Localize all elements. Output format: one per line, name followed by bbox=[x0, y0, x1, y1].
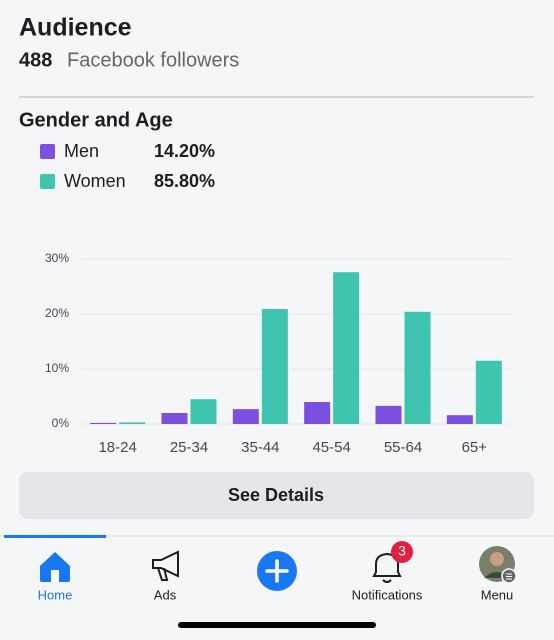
x-tick-label: 35-44 bbox=[241, 439, 279, 456]
x-tick-label: 25-34 bbox=[170, 439, 208, 456]
active-tab-indicator bbox=[4, 535, 106, 538]
create-button[interactable] bbox=[257, 551, 297, 591]
home-icon[interactable] bbox=[40, 552, 70, 582]
bar bbox=[232, 409, 259, 424]
bar bbox=[404, 311, 431, 424]
bar bbox=[304, 402, 331, 424]
nav-label[interactable]: Ads bbox=[154, 587, 177, 602]
bar bbox=[90, 422, 117, 424]
y-tick-label: 20% bbox=[45, 306, 69, 320]
bar bbox=[333, 272, 360, 424]
y-tick-label: 10% bbox=[45, 361, 69, 375]
nav-label[interactable]: Notifications bbox=[352, 587, 423, 602]
bar bbox=[190, 399, 217, 424]
x-tick-label: 65+ bbox=[462, 439, 488, 456]
y-tick-label: 30% bbox=[45, 251, 69, 265]
section-title: Gender and Age bbox=[19, 109, 173, 131]
notification-badge bbox=[391, 541, 413, 563]
badge-count: 3 bbox=[398, 543, 406, 559]
profile-avatar[interactable] bbox=[479, 546, 517, 584]
chart: 0% 10% 20% 30% 18-24 25-34 35-44 45-54 55-64 65+ bbox=[45, 251, 510, 456]
home-indicator bbox=[178, 622, 376, 628]
legend-swatch bbox=[40, 144, 55, 159]
x-tick-label: 55-64 bbox=[384, 439, 422, 456]
see-details-button[interactable] bbox=[19, 472, 534, 519]
notifications-icon[interactable] bbox=[372, 552, 402, 583]
bar bbox=[475, 360, 502, 424]
legend-value: 85.80% bbox=[154, 171, 215, 191]
y-tick-label: 0% bbox=[52, 416, 70, 430]
follower-label: Facebook followers bbox=[67, 49, 239, 71]
button-label[interactable]: See Details bbox=[228, 485, 324, 505]
nav-label[interactable]: Home bbox=[38, 587, 73, 602]
x-tick-label: 18-24 bbox=[98, 439, 136, 456]
ads-icon[interactable] bbox=[152, 550, 179, 581]
bar bbox=[446, 415, 473, 424]
bar bbox=[119, 422, 146, 424]
page-title: Audience bbox=[19, 14, 132, 42]
follower-count: 488 bbox=[19, 49, 52, 71]
legend-swatch bbox=[40, 174, 55, 189]
bar bbox=[261, 309, 288, 424]
nav-label[interactable]: Menu bbox=[481, 587, 514, 602]
bar bbox=[161, 413, 188, 424]
legend-value: 14.20% bbox=[154, 141, 215, 161]
bar bbox=[375, 405, 402, 424]
x-tick-label: 45-54 bbox=[312, 439, 350, 456]
legend-label: Men bbox=[64, 141, 99, 161]
legend-label: Women bbox=[64, 171, 126, 191]
